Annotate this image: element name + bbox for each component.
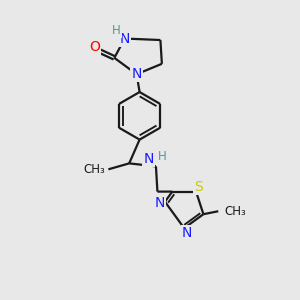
Text: O: O <box>89 40 100 55</box>
Text: CH₃: CH₃ <box>83 163 105 176</box>
Text: N: N <box>119 32 130 46</box>
Text: CH₃: CH₃ <box>225 205 247 218</box>
Text: N: N <box>131 67 142 81</box>
Text: S: S <box>194 180 203 194</box>
Text: H: H <box>158 150 166 163</box>
Text: N: N <box>143 152 154 166</box>
Text: N: N <box>182 226 192 240</box>
Text: H: H <box>112 24 121 37</box>
Text: N: N <box>154 196 165 210</box>
